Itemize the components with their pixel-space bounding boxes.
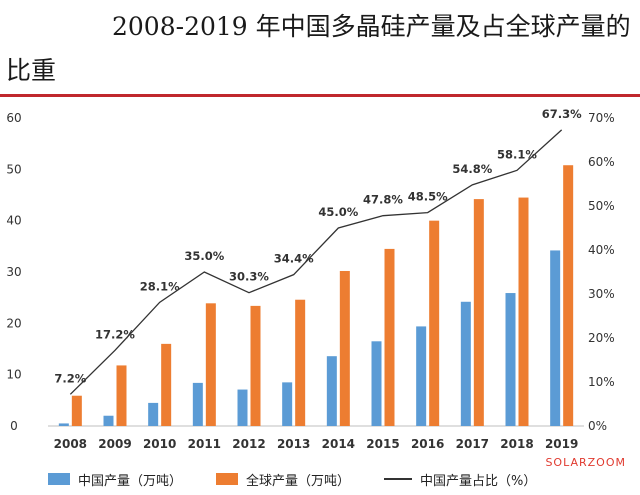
share-data-label: 58.1% — [497, 147, 537, 161]
chart-legend: 中国产量（万吨） 全球产量（万吨） 中国产量占比（%） — [48, 468, 570, 490]
chart-title-line2: 比重 — [6, 56, 57, 85]
x-tick-label: 2009 — [98, 437, 131, 451]
watermark-logo: SOLARZOOM — [545, 456, 626, 469]
y-right-tick-label: 0% — [588, 419, 607, 433]
x-tick-label: 2010 — [143, 437, 176, 451]
bar-china — [192, 382, 203, 426]
bar-china — [371, 341, 382, 426]
legend-swatch-global — [216, 473, 239, 485]
share-data-label: 7.2% — [54, 371, 86, 385]
share-data-label: 28.1% — [140, 279, 180, 293]
y-left-tick-label: 50 — [6, 162, 21, 176]
legend-swatch-share — [384, 478, 413, 480]
x-tick-label: 2012 — [232, 437, 265, 451]
share-data-label: 35.0% — [184, 249, 224, 263]
x-tick-label: 2019 — [545, 437, 578, 451]
bar-global — [384, 248, 395, 426]
y-right-tick-label: 40% — [588, 243, 615, 257]
chart-title-line1: 2008-2019 年中国多晶硅产量及占全球产量的 — [112, 12, 631, 41]
bar-global — [295, 299, 306, 426]
y-right-tick-label: 60% — [588, 155, 615, 169]
title-divider — [0, 94, 640, 97]
bar-global — [71, 395, 82, 426]
legend-item-china: 中国产量（万吨） — [48, 470, 182, 489]
bar-china — [237, 389, 248, 426]
x-tick-label: 2014 — [322, 437, 355, 451]
legend-item-global: 全球产量（万吨） — [216, 470, 350, 489]
y-left-tick-label: 10 — [6, 368, 21, 382]
y-left-tick-label: 0 — [10, 419, 18, 433]
legend-swatch-china — [48, 473, 70, 485]
share-line — [69, 129, 563, 395]
y-right-tick-label: 70% — [588, 111, 615, 125]
legend-label-global: 全球产量（万吨） — [246, 473, 351, 489]
share-data-label: 47.8% — [363, 193, 403, 207]
x-tick-label: 2016 — [411, 437, 444, 451]
share-data-label: 34.4% — [274, 252, 314, 266]
x-tick-label: 2018 — [500, 437, 533, 451]
x-tick-label: 2015 — [366, 437, 399, 451]
bar-china — [282, 382, 293, 426]
share-data-label: 30.3% — [229, 270, 269, 284]
bar-china — [505, 293, 516, 426]
bar-global — [250, 305, 261, 426]
bar-global — [473, 199, 484, 426]
share-data-label: 67.3% — [542, 107, 582, 121]
share-data-label: 45.0% — [318, 205, 358, 219]
x-tick-label: 2013 — [277, 437, 310, 451]
bar-global — [429, 220, 440, 426]
bar-global — [518, 197, 529, 426]
bar-china — [416, 326, 427, 426]
legend-label-china: 中国产量（万吨） — [78, 473, 183, 489]
bar-global — [563, 165, 574, 426]
y-right-tick-label: 10% — [588, 375, 615, 389]
bar-global — [116, 365, 127, 426]
x-tick-label: 2017 — [456, 437, 489, 451]
bar-global — [161, 343, 172, 426]
bar-china — [58, 423, 69, 426]
y-right-tick-label: 50% — [588, 199, 615, 213]
x-tick-label: 2008 — [54, 437, 87, 451]
bar-china — [103, 415, 114, 426]
legend-item-share: 中国产量占比（%） — [384, 470, 536, 489]
bar-china — [326, 356, 337, 426]
legend-label-share: 中国产量占比（%） — [420, 473, 537, 489]
y-left-tick-label: 20 — [6, 316, 21, 330]
bar-global — [205, 303, 216, 426]
bar-china — [460, 301, 471, 426]
bar-china — [550, 250, 561, 426]
y-left-tick-label: 30 — [6, 265, 21, 279]
y-left-tick-label: 60 — [6, 111, 21, 125]
share-data-label: 17.2% — [95, 327, 135, 341]
bar-global — [339, 270, 350, 426]
share-data-label: 54.8% — [452, 162, 492, 176]
x-tick-label: 2011 — [188, 437, 221, 451]
y-left-tick-label: 40 — [6, 214, 21, 228]
y-right-tick-label: 30% — [588, 287, 615, 301]
share-data-label: 48.5% — [408, 190, 448, 204]
y-right-tick-label: 20% — [588, 331, 615, 345]
bar-china — [148, 402, 159, 426]
